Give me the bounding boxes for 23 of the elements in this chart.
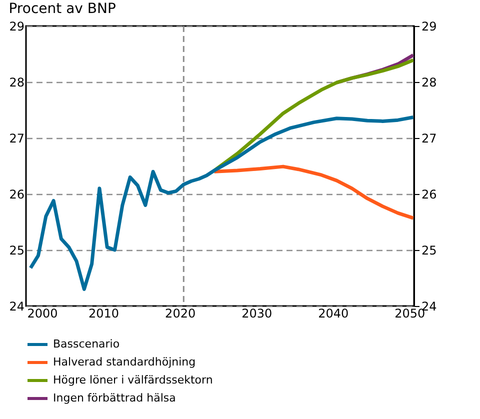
y-tick-label: 25: [9, 244, 24, 258]
line-series: [212, 164, 415, 220]
y2-tick-label: 28: [422, 76, 437, 90]
y-tick-label: 26: [9, 188, 24, 202]
x-tick-label: 2000: [27, 306, 58, 320]
legend-label: Ingen förbättrad hälsa: [53, 392, 176, 404]
legend-label: Högre löner i välfärdssektorn: [53, 374, 213, 386]
y-tick-label: 29: [9, 20, 24, 34]
x-tick-label: 2030: [242, 306, 272, 320]
y-tick-label: 28: [9, 76, 24, 90]
legend-label: Basscenario: [53, 338, 120, 350]
legend-label: Halverad standardhöjning: [53, 356, 196, 368]
chart-title: Procent av BNP: [8, 1, 116, 17]
y-tick-label: 27: [9, 132, 24, 146]
x-tick-label: 2040: [318, 306, 349, 320]
y-tick-label: 24: [9, 300, 24, 314]
y2-tick-label: 29: [422, 20, 437, 34]
line-series: [28, 116, 415, 291]
y2-tick-label: 27: [422, 132, 437, 146]
x-tick-label: 2020: [165, 306, 196, 320]
x-tick-label: 2010: [88, 306, 120, 320]
y2-tick-label: 25: [422, 244, 437, 258]
y2-tick-label: 26: [422, 188, 437, 202]
